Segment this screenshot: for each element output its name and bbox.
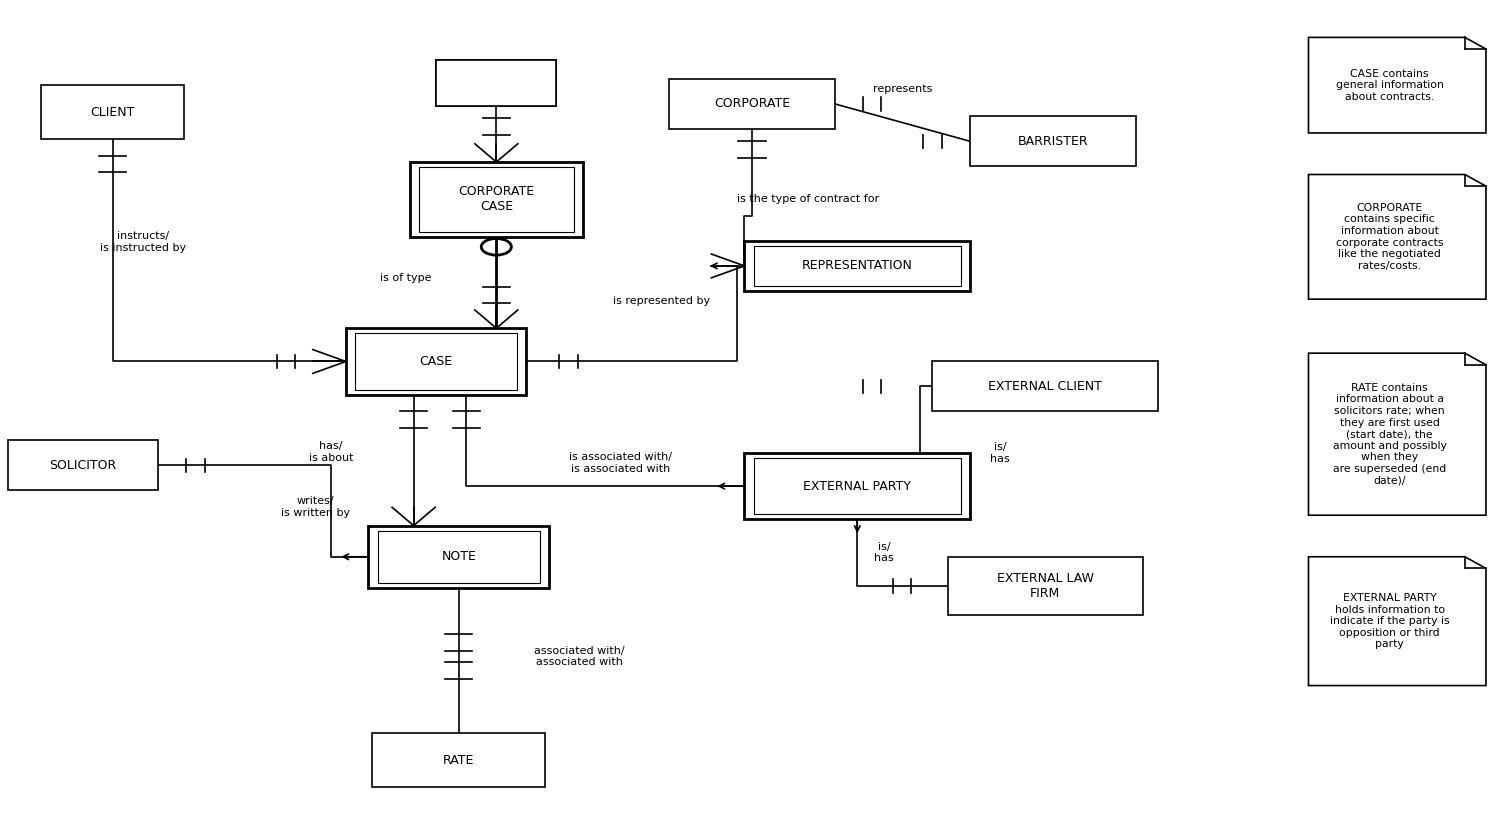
Bar	[436, 60, 556, 106]
Text: SOLICITOR: SOLICITOR	[50, 459, 116, 472]
Bar	[948, 557, 1143, 615]
Text: represents: represents	[872, 84, 932, 94]
Bar	[409, 162, 582, 237]
Text: CASE: CASE	[420, 355, 453, 368]
Text: EXTERNAL LAW
FIRM: EXTERNAL LAW FIRM	[997, 572, 1093, 600]
Polygon shape	[1308, 175, 1486, 299]
Text: CORPORATE
CASE: CORPORATE CASE	[459, 185, 534, 214]
Bar	[970, 116, 1136, 166]
Bar	[346, 328, 526, 395]
Text: CLIENT: CLIENT	[90, 106, 135, 119]
Text: EXTERNAL PARTY
holds information to
indicate if the party is
opposition or third: EXTERNAL PARTY holds information to indi…	[1330, 593, 1450, 649]
Text: writes/
is written by: writes/ is written by	[281, 496, 350, 518]
Bar	[436, 60, 556, 106]
Bar	[754, 458, 961, 514]
Polygon shape	[1308, 557, 1486, 686]
Text: EXTERNAL PARTY: EXTERNAL PARTY	[803, 479, 911, 493]
Bar	[744, 241, 970, 291]
Text: is the type of contract for: is the type of contract for	[737, 194, 880, 204]
Text: is/
has: is/ has	[874, 542, 895, 563]
Text: BARRISTER: BARRISTER	[1018, 135, 1087, 148]
Text: RATE: RATE	[444, 754, 474, 767]
Text: CORPORATE
contains specific
information about
corporate contracts
like the negot: CORPORATE contains specific information …	[1336, 203, 1444, 271]
Bar	[355, 333, 517, 390]
Text: is/
has: is/ has	[990, 442, 1011, 464]
Polygon shape	[1308, 353, 1486, 515]
Text: instructs/
is instructed by: instructs/ is instructed by	[99, 231, 186, 253]
Text: REPRESENTATION: REPRESENTATION	[802, 259, 913, 273]
Text: has/
is about: has/ is about	[308, 441, 353, 463]
Text: is of type: is of type	[381, 273, 432, 283]
Polygon shape	[1308, 37, 1486, 133]
Text: is represented by: is represented by	[614, 296, 710, 307]
Text: associated with/
associated with: associated with/ associated with	[534, 646, 624, 667]
Bar	[373, 733, 546, 788]
Text: CORPORATE: CORPORATE	[714, 97, 790, 111]
Bar	[932, 361, 1158, 411]
Text: RATE contains
information about a
solicitors rate; when
they are first used
(sta: RATE contains information about a solici…	[1333, 383, 1447, 485]
Text: NOTE: NOTE	[441, 550, 477, 563]
Bar	[418, 167, 575, 232]
Bar	[669, 79, 835, 129]
Bar	[754, 246, 961, 286]
Text: is associated with/
is associated with: is associated with/ is associated with	[569, 452, 672, 474]
Bar	[744, 453, 970, 519]
Text: EXTERNAL CLIENT: EXTERNAL CLIENT	[988, 380, 1102, 393]
Bar	[41, 85, 183, 139]
Bar	[378, 530, 540, 583]
Text: CASE contains
general information
about contracts.: CASE contains general information about …	[1336, 69, 1444, 101]
Bar	[368, 525, 549, 588]
Bar	[8, 440, 158, 490]
